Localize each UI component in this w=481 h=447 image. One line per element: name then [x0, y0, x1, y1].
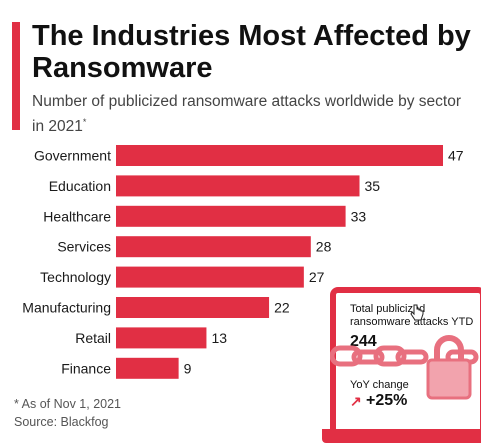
bar-government: [116, 145, 443, 166]
data-label: 9: [184, 360, 192, 376]
category-label: Education: [49, 178, 111, 194]
total-attacks-label: Total publicized ransomware attacks YTD: [350, 303, 474, 328]
data-label: 27: [309, 269, 325, 285]
bar-finance: [116, 357, 179, 379]
yoy-change-value: +25%: [366, 392, 408, 409]
chart-title: The Industries Most Affected by Ransomwa…: [32, 20, 471, 84]
category-label: Services: [57, 239, 111, 255]
hand-cursor-icon: [410, 304, 424, 321]
bar-healthcare: [116, 205, 346, 227]
data-label: 47: [448, 148, 464, 164]
category-label: Healthcare: [43, 208, 111, 224]
yoy-change-label: YoY change: [350, 379, 409, 391]
category-label: Manufacturing: [22, 300, 111, 316]
category-label: Finance: [61, 360, 111, 376]
accent-bar: [12, 22, 20, 130]
source-note: Source: Blackfog: [14, 415, 109, 429]
footnote: * As of Nov 1, 2021: [14, 397, 122, 411]
subtitle-footnote-marker: *: [82, 117, 87, 127]
chain-icon: [330, 345, 479, 367]
data-label: 35: [365, 178, 381, 194]
data-label: 13: [211, 330, 227, 346]
data-label: 33: [351, 208, 367, 224]
data-label: 28: [316, 239, 332, 255]
bar-manufacturing: [116, 297, 270, 318]
category-label: Technology: [40, 269, 111, 285]
subtitle-text: Number of publicized ransomware attacks …: [32, 93, 462, 136]
chart-subtitle: Number of publicized ransomware attacks …: [32, 92, 472, 137]
category-label: Government: [34, 148, 111, 164]
bar-education: [116, 175, 360, 197]
bar-services: [116, 236, 311, 258]
laptop-base: [322, 429, 481, 443]
arrow-up-right-icon: ↗: [350, 393, 362, 409]
data-label: 22: [274, 300, 290, 316]
bar-retail: [116, 327, 207, 349]
category-label: Retail: [75, 330, 111, 346]
total-attacks-value: 244: [350, 333, 377, 350]
padlock-icon: [426, 335, 472, 400]
bar-technology: [116, 266, 304, 288]
